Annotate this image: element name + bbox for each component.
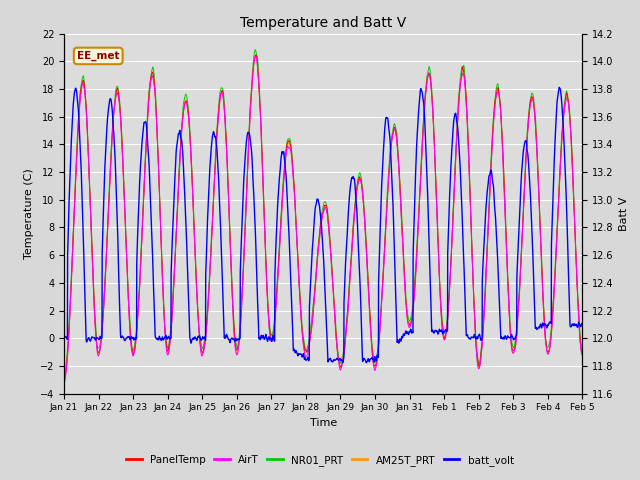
Y-axis label: Batt V: Batt V [620,196,629,231]
Text: EE_met: EE_met [77,51,120,61]
Legend: PanelTemp, AirT, NR01_PRT, AM25T_PRT, batt_volt: PanelTemp, AirT, NR01_PRT, AM25T_PRT, ba… [122,451,518,470]
Title: Temperature and Batt V: Temperature and Batt V [240,16,406,30]
Y-axis label: Temperature (C): Temperature (C) [24,168,35,259]
X-axis label: Time: Time [310,418,337,428]
